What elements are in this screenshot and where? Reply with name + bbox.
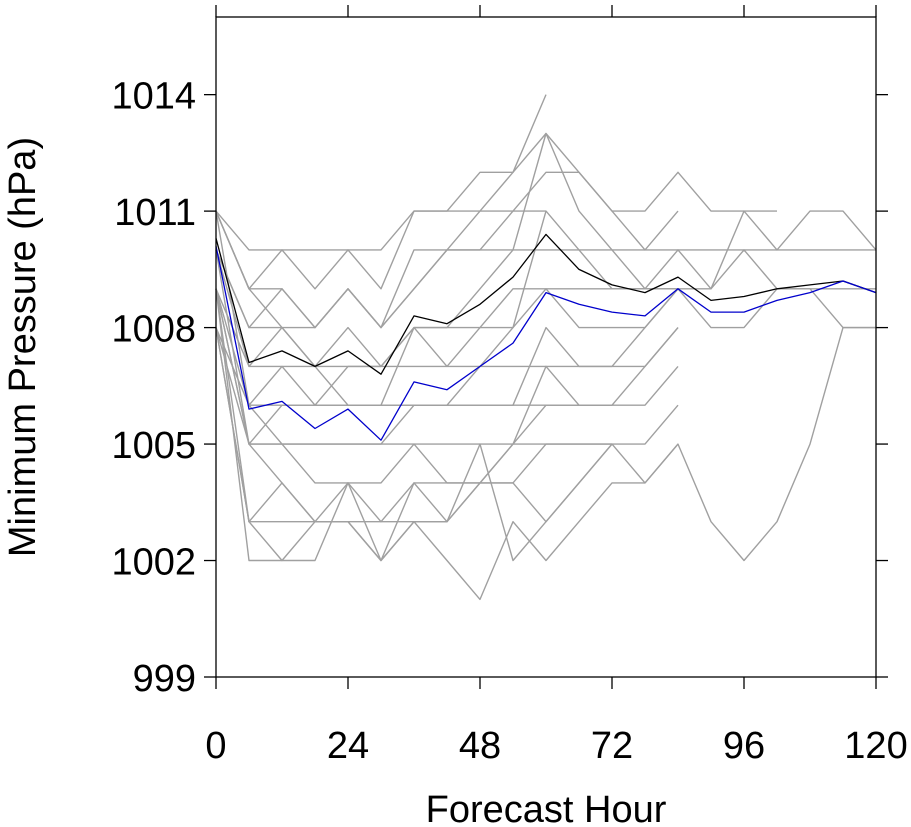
series-line-gray-7 [215, 249, 876, 368]
x-tick-label: 72 [591, 725, 633, 767]
series-line-gray-6 [215, 132, 877, 329]
x-tick-label: 0 [205, 725, 226, 767]
series-lines [215, 94, 877, 601]
series-line-gray-17 [215, 327, 612, 523]
x-tick-label: 24 [327, 725, 369, 767]
series-line-gray-16 [215, 288, 876, 562]
y-tick-label: 1002 [111, 542, 196, 584]
y-tick-label: 1008 [111, 309, 196, 351]
plot-frame [215, 16, 877, 678]
y-axis-label: Minimum Pressure (hPa) [2, 137, 44, 557]
series-line-black-0 [215, 233, 877, 375]
x-tick-label: 120 [844, 725, 907, 767]
series-line-gray-14 [215, 249, 612, 445]
series-line-gray-9 [215, 249, 876, 406]
series-line-blue-1 [215, 245, 877, 441]
series-line-gray-20 [215, 288, 679, 562]
series-line-gray-3 [215, 132, 679, 290]
series-line-gray-19 [215, 288, 679, 601]
y-tick-label: 999 [133, 658, 196, 700]
x-axis-label: Forecast Hour [426, 789, 667, 827]
series-line-gray-2 [215, 94, 547, 251]
y-tick-label: 1014 [111, 76, 196, 118]
series-line-gray-8 [215, 288, 679, 368]
x-tick-label: 96 [723, 725, 765, 767]
series-line-gray-10 [215, 288, 679, 406]
axis-ticks: 0 24 48 72 96 120 999 1002 1005 1008 1011 1014 [111, 5, 908, 767]
y-tick-label: 1011 [114, 192, 196, 234]
series-line-gray-13 [215, 327, 679, 445]
y-tick-label: 1005 [111, 425, 196, 467]
x-tick-label: 48 [459, 725, 501, 767]
series-line-gray-5 [215, 210, 876, 329]
